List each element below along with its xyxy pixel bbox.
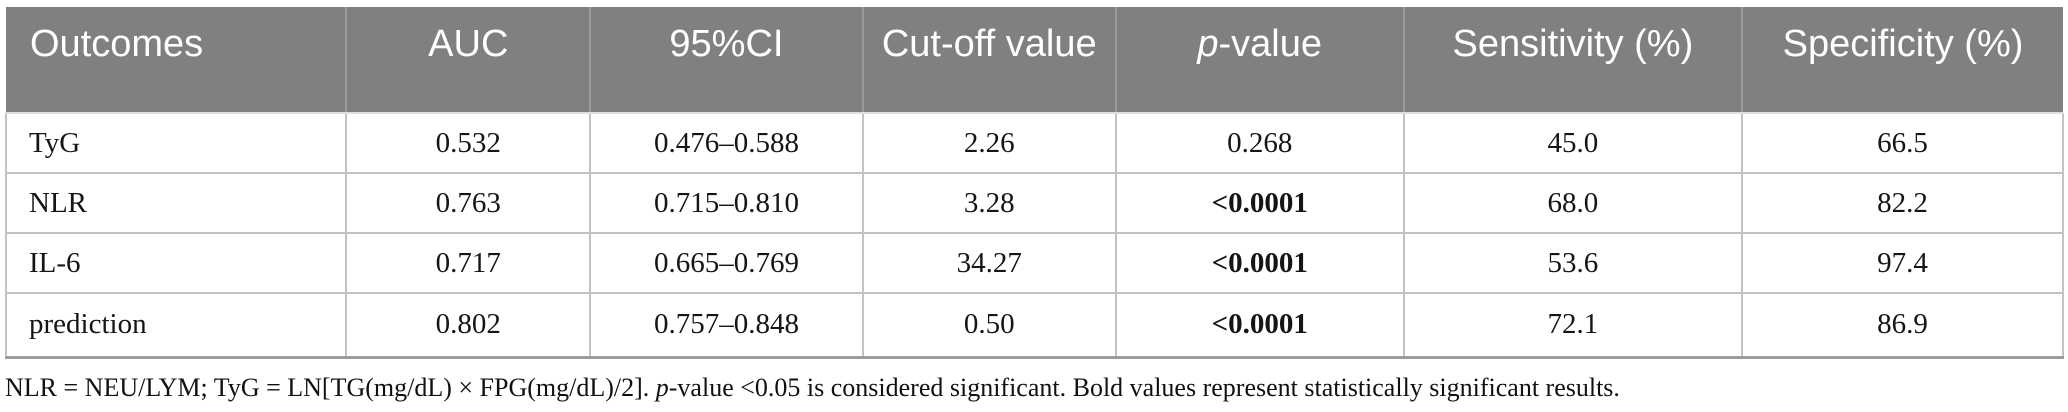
cutoff-cell: 0.50 (862, 293, 1117, 359)
p-value-cell: 0.268 (1115, 113, 1405, 174)
specificity-cell: 97.4 (1742, 233, 2064, 294)
specificity-cell: 66.5 (1742, 113, 2064, 174)
p-value-cell: <0.0001 (1115, 293, 1405, 359)
col-header-sensitivity: Sensitivity (%) (1403, 7, 1744, 114)
outcome-cell: IL-6 (4, 233, 348, 294)
table-row-nlr: NLR 0.763 0.715–0.810 3.28 <0.0001 68.0 … (4, 173, 2064, 234)
col-header-auc: AUC (346, 7, 592, 114)
p-value-rest: -value (1218, 23, 1323, 65)
col-header-p-value: p-value (1115, 7, 1405, 114)
ci-cell: 0.757–0.848 (590, 293, 864, 359)
col-header-95ci: 95%CI (590, 7, 864, 114)
footnote-part2: -value <0.05 is considered significant. … (668, 372, 1620, 402)
header-row: Outcomes AUC 95%CI Cut-off value p-value… (6, 7, 2063, 114)
cutoff-cell: 3.28 (862, 173, 1117, 234)
col-header-outcomes: Outcomes (6, 7, 348, 114)
specificity-cell: 86.9 (1742, 293, 2064, 359)
sensitivity-cell: 45.0 (1403, 113, 1744, 174)
cutoff-cell: 34.27 (862, 233, 1117, 294)
table-row-il6: IL-6 0.717 0.665–0.769 34.27 <0.0001 53.… (4, 233, 2064, 294)
auc-cell: 0.717 (346, 233, 592, 294)
roc-results-table: Outcomes AUC 95%CI Cut-off value p-value… (4, 7, 2064, 359)
ci-cell: 0.476–0.588 (590, 113, 864, 174)
specificity-cell: 82.2 (1742, 173, 2064, 234)
sensitivity-cell: 53.6 (1403, 233, 1744, 294)
ci-cell: 0.715–0.810 (590, 173, 864, 234)
table-footnote: NLR = NEU/LYM; TyG = LN[TG(mg/dL) × FPG(… (5, 372, 2064, 404)
col-header-cutoff-value: Cut-off value (862, 7, 1117, 114)
footnote-italic-p: p (655, 372, 669, 402)
auc-cell: 0.802 (346, 293, 592, 359)
p-value-cell: <0.0001 (1115, 173, 1405, 234)
col-header-specificity: Specificity (%) (1742, 7, 2063, 114)
cutoff-cell: 2.26 (862, 113, 1117, 174)
p-value-cell: <0.0001 (1115, 233, 1405, 294)
auc-cell: 0.763 (346, 173, 592, 234)
outcome-cell: TyG (4, 113, 348, 174)
outcome-cell: NLR (4, 173, 348, 234)
table-row-prediction: prediction 0.802 0.757–0.848 0.50 <0.000… (4, 293, 2064, 359)
sensitivity-cell: 72.1 (1403, 293, 1744, 359)
table-row-tyg: TyG 0.532 0.476–0.588 2.26 0.268 45.0 66… (4, 113, 2064, 174)
auc-cell: 0.532 (346, 113, 592, 174)
sensitivity-cell: 68.0 (1403, 173, 1744, 234)
ci-cell: 0.665–0.769 (590, 233, 864, 294)
p-value-italic-p: p (1197, 23, 1219, 65)
footnote-part1: NLR = NEU/LYM; TyG = LN[TG(mg/dL) × FPG(… (5, 372, 656, 402)
outcome-cell: prediction (4, 293, 348, 359)
